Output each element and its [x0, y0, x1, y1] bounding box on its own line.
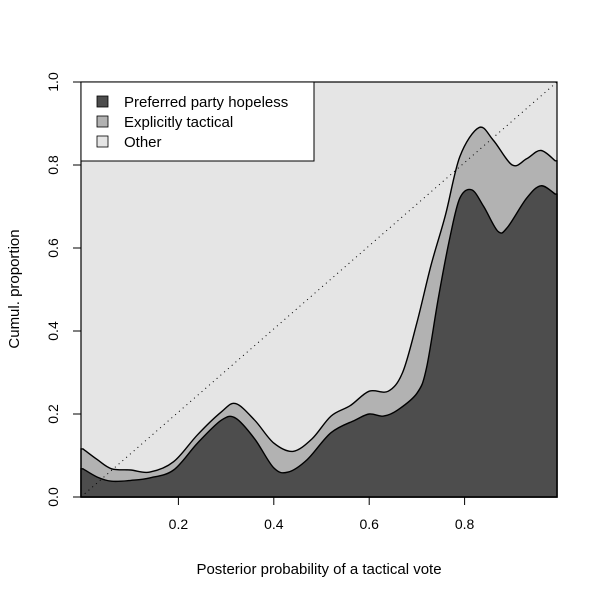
y-axis-title: Cumul. proportion	[6, 229, 23, 348]
y-axis: 0.0 0.2 0.4 0.6 0.8 1.0	[45, 72, 81, 507]
legend: Preferred party hopeless Explicitly tact…	[80, 81, 315, 162]
y-tick-label: 0.2	[45, 404, 61, 424]
x-tick-label: 0.6	[359, 516, 379, 532]
legend-item-other: Other	[96, 134, 162, 151]
y-tick-label: 0.8	[45, 155, 61, 175]
legend-box	[80, 81, 315, 162]
y-tick-label: 1.0	[45, 72, 61, 92]
x-tick-label: 0.2	[169, 516, 189, 532]
x-axis-title: Posterior probability of a tactical vote	[196, 561, 441, 578]
plot-area	[80, 81, 558, 498]
legend-swatch-other	[96, 135, 109, 148]
x-tick-label: 0.8	[455, 516, 475, 532]
diagonal-reference-line	[80, 81, 558, 498]
y-tick-label: 0.0	[45, 487, 61, 507]
legend-label: Explicitly tactical	[124, 114, 233, 131]
y-tick-label: 0.6	[45, 238, 61, 258]
legend-item-explicitly-tactical: Explicitly tactical	[96, 114, 233, 131]
area-preferred-party-hopeless	[80, 185, 558, 498]
legend-label: Preferred party hopeless	[124, 94, 288, 111]
x-tick-label: 0.4	[264, 516, 284, 532]
y-tick-label: 0.4	[45, 321, 61, 341]
legend-item-preferred-party-hopeless: Preferred party hopeless	[96, 94, 288, 111]
x-axis: 0.2 0.4 0.6 0.8	[169, 496, 475, 532]
legend-swatch-hopeless	[96, 95, 109, 108]
legend-swatch-tactical	[96, 115, 109, 128]
legend-label: Other	[124, 134, 162, 151]
